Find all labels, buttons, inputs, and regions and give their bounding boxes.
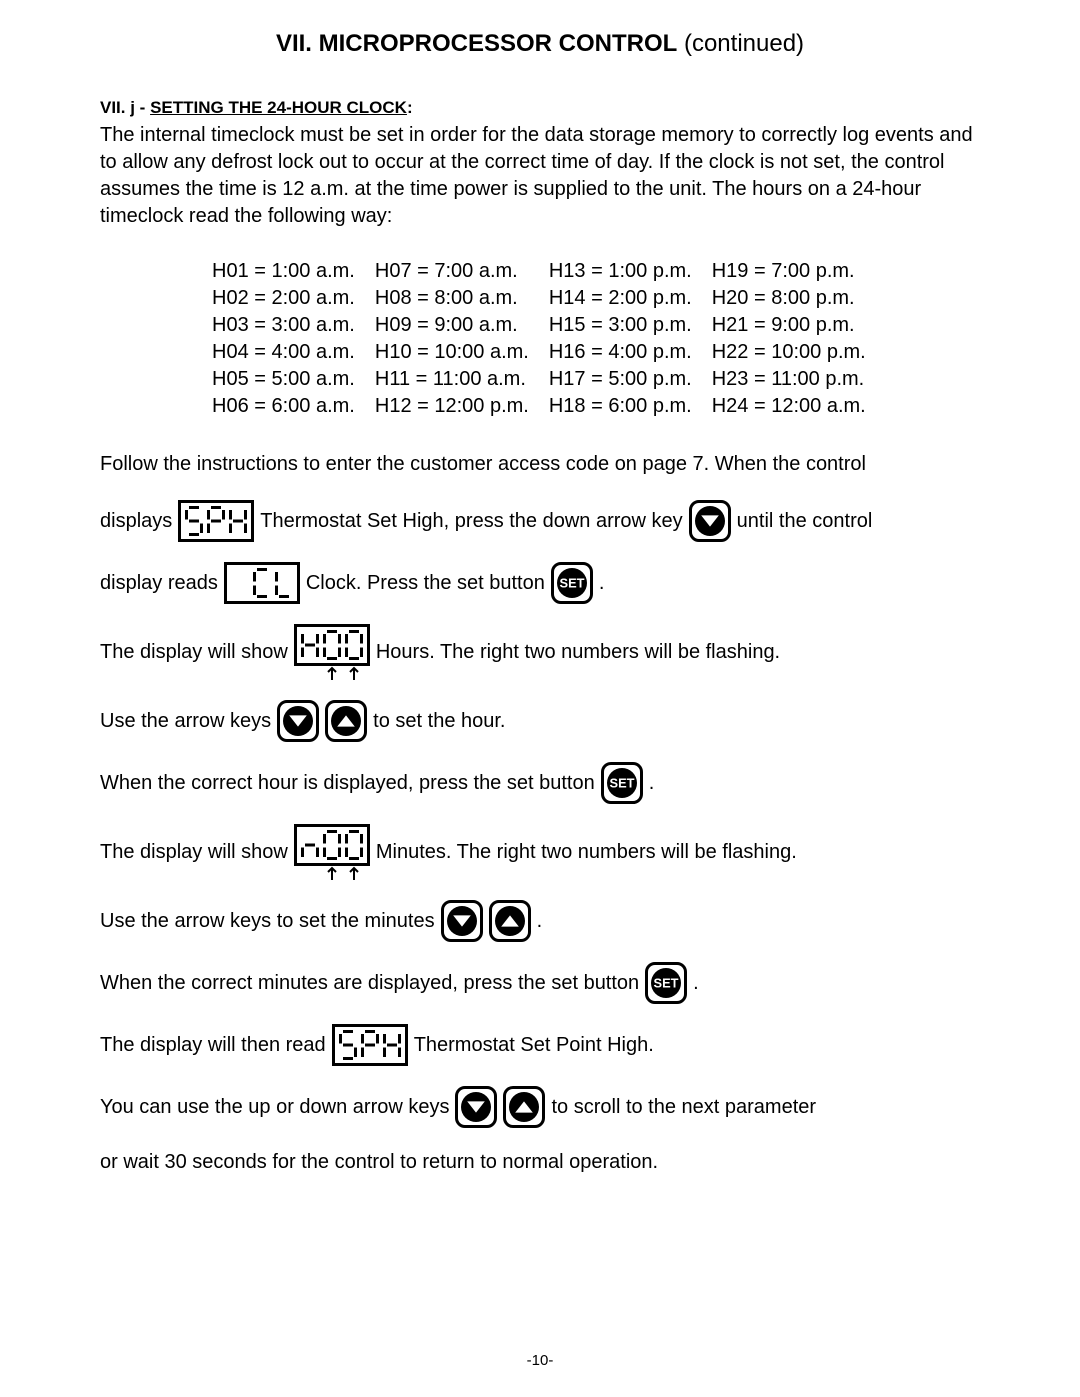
lcd-sph-2: [332, 1024, 408, 1066]
up-arrow-button[interactable]: [325, 700, 367, 742]
lcd-h00: [294, 624, 370, 666]
text: Minutes. The right two numbers will be f…: [376, 838, 797, 866]
text: Thermostat Set High, press the down arro…: [260, 507, 682, 535]
set-button[interactable]: SET: [601, 762, 643, 804]
text: to set the hour.: [373, 707, 505, 735]
hours-cell: H18 = 6:00 p.m.: [549, 395, 710, 420]
intro-paragraph: The internal timeclock must be set in or…: [100, 122, 980, 230]
step-4: Use the arrow keys to set the hour.: [100, 700, 980, 742]
step-6: The display will show Minutes. The right…: [100, 824, 980, 880]
hours-cell: H12 = 12:00 p.m.: [375, 395, 547, 420]
hours-cell: H13 = 1:00 p.m.: [549, 260, 710, 285]
table-row: H06 = 6:00 a.m.H12 = 12:00 p.m.H18 = 6:0…: [212, 395, 884, 420]
title-rest: (continued): [677, 30, 804, 57]
step-2: display reads Clock. Press the set butto…: [100, 562, 980, 604]
hours-cell: H08 = 8:00 a.m.: [375, 287, 547, 312]
section-prefix: VII. j -: [100, 98, 150, 117]
flow-intro: Follow the instructions to enter the cus…: [100, 450, 980, 478]
page-number: -10-: [0, 1352, 1080, 1369]
hours-cell: H14 = 2:00 p.m.: [549, 287, 710, 312]
hours-cell: H24 = 12:00 a.m.: [712, 395, 884, 420]
section-heading: VII. j - SETTING THE 24-HOUR CLOCK:: [100, 98, 980, 118]
text: .: [693, 969, 699, 997]
text: Thermostat Set Point High.: [414, 1031, 654, 1059]
hours-cell: H01 = 1:00 a.m.: [212, 260, 373, 285]
hours-table: H01 = 1:00 a.m.H07 = 7:00 a.m.H13 = 1:00…: [210, 258, 886, 422]
set-button[interactable]: SET: [645, 962, 687, 1004]
down-arrow-button[interactable]: [455, 1086, 497, 1128]
title-bold: VII. MICROPROCESSOR CONTROL: [276, 30, 677, 57]
table-row: H01 = 1:00 a.m.H07 = 7:00 a.m.H13 = 1:00…: [212, 260, 884, 285]
svg-text:SET: SET: [654, 976, 679, 991]
hours-cell: H07 = 7:00 a.m.: [375, 260, 547, 285]
section-title: SETTING THE 24-HOUR CLOCK: [150, 98, 407, 117]
svg-text:SET: SET: [559, 576, 584, 591]
set-button[interactable]: SET: [551, 562, 593, 604]
step-5: When the correct hour is displayed, pres…: [100, 762, 980, 804]
hours-cell: H20 = 8:00 p.m.: [712, 287, 884, 312]
instructions: Follow the instructions to enter the cus…: [100, 450, 980, 1176]
down-arrow-button[interactable]: [441, 900, 483, 942]
text: When the correct minutes are displayed, …: [100, 969, 639, 997]
hours-cell: H22 = 10:00 p.m.: [712, 341, 884, 366]
hours-cell: H05 = 5:00 a.m.: [212, 368, 373, 393]
down-arrow-button[interactable]: [689, 500, 731, 542]
lcd-sph: [178, 500, 254, 542]
text: When the correct hour is displayed, pres…: [100, 769, 595, 797]
text: display reads: [100, 569, 218, 597]
table-row: H03 = 3:00 a.m.H09 = 9:00 a.m.H15 = 3:00…: [212, 314, 884, 339]
hours-cell: H11 = 11:00 a.m.: [375, 368, 547, 393]
hours-cell: H17 = 5:00 p.m.: [549, 368, 710, 393]
hours-cell: H04 = 4:00 a.m.: [212, 341, 373, 366]
text: Clock. Press the set button: [306, 569, 545, 597]
up-arrow-button[interactable]: [489, 900, 531, 942]
table-row: H05 = 5:00 a.m.H11 = 11:00 a.m.H17 = 5:0…: [212, 368, 884, 393]
flashing-indicator-icon: [294, 666, 370, 680]
hours-cell: H03 = 3:00 a.m.: [212, 314, 373, 339]
hours-cell: H02 = 2:00 a.m.: [212, 287, 373, 312]
hours-cell: H23 = 11:00 p.m.: [712, 368, 884, 393]
text: .: [537, 907, 543, 935]
page: VII. MICROPROCESSOR CONTROL (continued) …: [0, 0, 1080, 1397]
text: The display will show: [100, 838, 288, 866]
hours-cell: H09 = 9:00 a.m.: [375, 314, 547, 339]
up-arrow-button[interactable]: [503, 1086, 545, 1128]
section-suffix: :: [407, 98, 413, 117]
table-row: H02 = 2:00 a.m.H08 = 8:00 a.m.H14 = 2:00…: [212, 287, 884, 312]
page-title: VII. MICROPROCESSOR CONTROL (continued): [100, 30, 980, 58]
text: to scroll to the next parameter: [551, 1093, 816, 1121]
table-row: H04 = 4:00 a.m.H10 = 10:00 a.m.H16 = 4:0…: [212, 341, 884, 366]
lcd-n00: [294, 824, 370, 866]
step-8: When the correct minutes are displayed, …: [100, 962, 980, 1004]
lcd-cl: [224, 562, 300, 604]
text: The display will then read: [100, 1031, 326, 1059]
hours-cell: H19 = 7:00 p.m.: [712, 260, 884, 285]
hours-cell: H15 = 3:00 p.m.: [549, 314, 710, 339]
step-7: Use the arrow keys to set the minutes .: [100, 900, 980, 942]
text: .: [599, 569, 605, 597]
text: displays: [100, 507, 172, 535]
text: until the control: [737, 507, 873, 535]
text: You can use the up or down arrow keys: [100, 1093, 449, 1121]
step-10: You can use the up or down arrow keys to…: [100, 1086, 980, 1128]
down-arrow-button[interactable]: [277, 700, 319, 742]
step-1: displays Thermostat Set High, press the …: [100, 500, 980, 542]
text: The display will show: [100, 638, 288, 666]
text: Use the arrow keys to set the minutes: [100, 907, 435, 935]
step-11: or wait 30 seconds for the control to re…: [100, 1148, 980, 1176]
hours-cell: H16 = 4:00 p.m.: [549, 341, 710, 366]
step-9: The display will then read Thermostat Se…: [100, 1024, 980, 1066]
text: Hours. The right two numbers will be fla…: [376, 638, 780, 666]
svg-text:SET: SET: [609, 776, 634, 791]
text: Use the arrow keys: [100, 707, 271, 735]
hours-cell: H06 = 6:00 a.m.: [212, 395, 373, 420]
flashing-indicator-icon: [294, 866, 370, 880]
hours-cell: H10 = 10:00 a.m.: [375, 341, 547, 366]
text: .: [649, 769, 655, 797]
hours-cell: H21 = 9:00 p.m.: [712, 314, 884, 339]
step-3: The display will show Hours. The right t…: [100, 624, 980, 680]
